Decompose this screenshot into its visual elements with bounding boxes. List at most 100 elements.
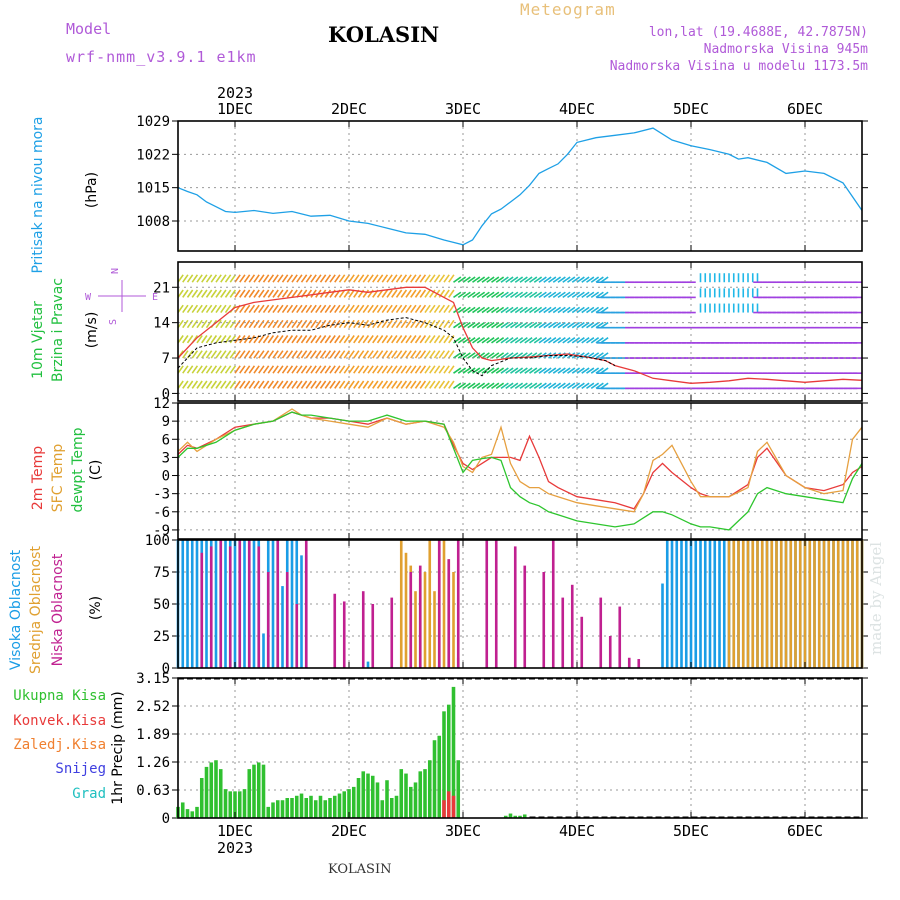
wind-barb: [448, 319, 455, 329]
wind-barb: [348, 365, 355, 374]
wind-barb: [453, 337, 462, 344]
precip-bar: [195, 806, 199, 818]
wind-barb: [324, 289, 332, 298]
wind-barb: [324, 274, 332, 283]
wind-barb: [486, 291, 495, 299]
wind-barb: [182, 350, 189, 359]
temperature-frame: [177, 402, 863, 540]
wind-barb: [196, 319, 203, 329]
wind-barb: [500, 367, 509, 374]
wind-barb: [286, 319, 294, 329]
day-label-bottom: 2DEC: [331, 822, 367, 840]
compass-south: S: [108, 319, 119, 325]
wind-barb: [457, 291, 467, 299]
wind-barb: [205, 304, 213, 314]
precip-bar: [385, 780, 389, 818]
wind-barb: [277, 335, 284, 344]
precip-bar: [223, 789, 228, 818]
day-label-top: 1DEC: [217, 100, 253, 118]
wind-barb: [210, 304, 218, 314]
wind-barb: [586, 276, 595, 283]
precip-bar: [404, 773, 408, 818]
wind-barb: [372, 365, 379, 374]
cloud-bar: [784, 540, 788, 668]
wind-barb: [353, 319, 360, 329]
cloud-bar: [200, 552, 204, 668]
wind-barb: [562, 337, 571, 344]
wind-barb: [543, 367, 552, 374]
wind-barb: [595, 306, 604, 314]
wind-barb: [405, 335, 412, 344]
wind-barb: [196, 304, 203, 314]
wind-barb: [319, 350, 327, 359]
precip-bar: [266, 806, 271, 818]
wind-barb: [296, 304, 303, 314]
precip-ytick-label: 0: [162, 811, 170, 827]
wind-barb: [510, 367, 519, 374]
wind-barb: [215, 289, 222, 298]
wind-barb: [338, 350, 346, 359]
cloud-bar: [390, 597, 394, 668]
wind-barb: [438, 335, 446, 344]
precip-bar: [513, 815, 518, 818]
cloud-bar: [456, 540, 460, 668]
wind-barb: [448, 289, 455, 298]
wind-barb: [357, 350, 365, 359]
wind-barb: [453, 367, 462, 374]
cloud-bar: [285, 572, 289, 668]
wind-barb: [424, 304, 431, 314]
pressure-ytick-label: 1029: [136, 114, 170, 130]
wind-barb: [576, 321, 585, 329]
cloud-bar: [661, 583, 664, 668]
wind-barb: [462, 367, 471, 374]
temperature-line: [177, 411, 863, 510]
cloud-bar: [803, 540, 807, 668]
wind-barb: [353, 365, 360, 374]
wind-barb: [467, 382, 476, 390]
wind-barb: [395, 350, 403, 359]
wind-barb: [500, 337, 509, 344]
wind-barb: [201, 365, 208, 374]
wind-barb: [491, 306, 500, 314]
wind-barb: [319, 365, 327, 374]
wind-barb: [353, 335, 360, 344]
wind-barb: [310, 319, 317, 329]
precip-legend-label: Ukupna Kisa: [13, 688, 106, 704]
cloud-bar: [808, 540, 812, 668]
wind-barb: [491, 337, 500, 344]
wind-barb: [286, 380, 294, 389]
precip-bar: [418, 771, 423, 818]
wind-barb: [367, 304, 374, 314]
cloud-bar: [205, 540, 208, 668]
wind-barb: [510, 352, 519, 359]
wind-barb: [191, 304, 199, 314]
wind-barb: [429, 365, 436, 374]
wind-barb: [419, 335, 427, 344]
precip-bar: [394, 795, 399, 818]
wind-barb: [557, 382, 566, 390]
wind-ytick-label: 14: [153, 316, 170, 332]
wind-barb: [272, 335, 279, 344]
day-label-top: 5DEC: [673, 100, 709, 118]
wind-barb: [343, 365, 351, 374]
wind-barb: [224, 319, 232, 329]
temperature-line: [177, 411, 863, 531]
wind-barb: [191, 274, 199, 283]
cloud-bar: [257, 546, 261, 668]
model-label: Model: [66, 20, 112, 38]
wind-barb: [272, 380, 279, 389]
precip-bar: [442, 800, 446, 818]
wind-barb: [595, 321, 604, 329]
cloud-bar: [727, 540, 731, 668]
wind-barb: [224, 274, 232, 283]
wind-barb: [229, 319, 237, 329]
wind-barb: [571, 276, 581, 283]
wind-barb: [595, 367, 604, 374]
wind-barb: [191, 380, 199, 389]
wind-barbs: [177, 273, 862, 390]
wind-barb: [182, 380, 189, 389]
wind-barb: [600, 276, 609, 283]
wind-barb: [338, 304, 346, 314]
wind-barb: [367, 319, 374, 329]
cloud-bar: [561, 597, 565, 668]
